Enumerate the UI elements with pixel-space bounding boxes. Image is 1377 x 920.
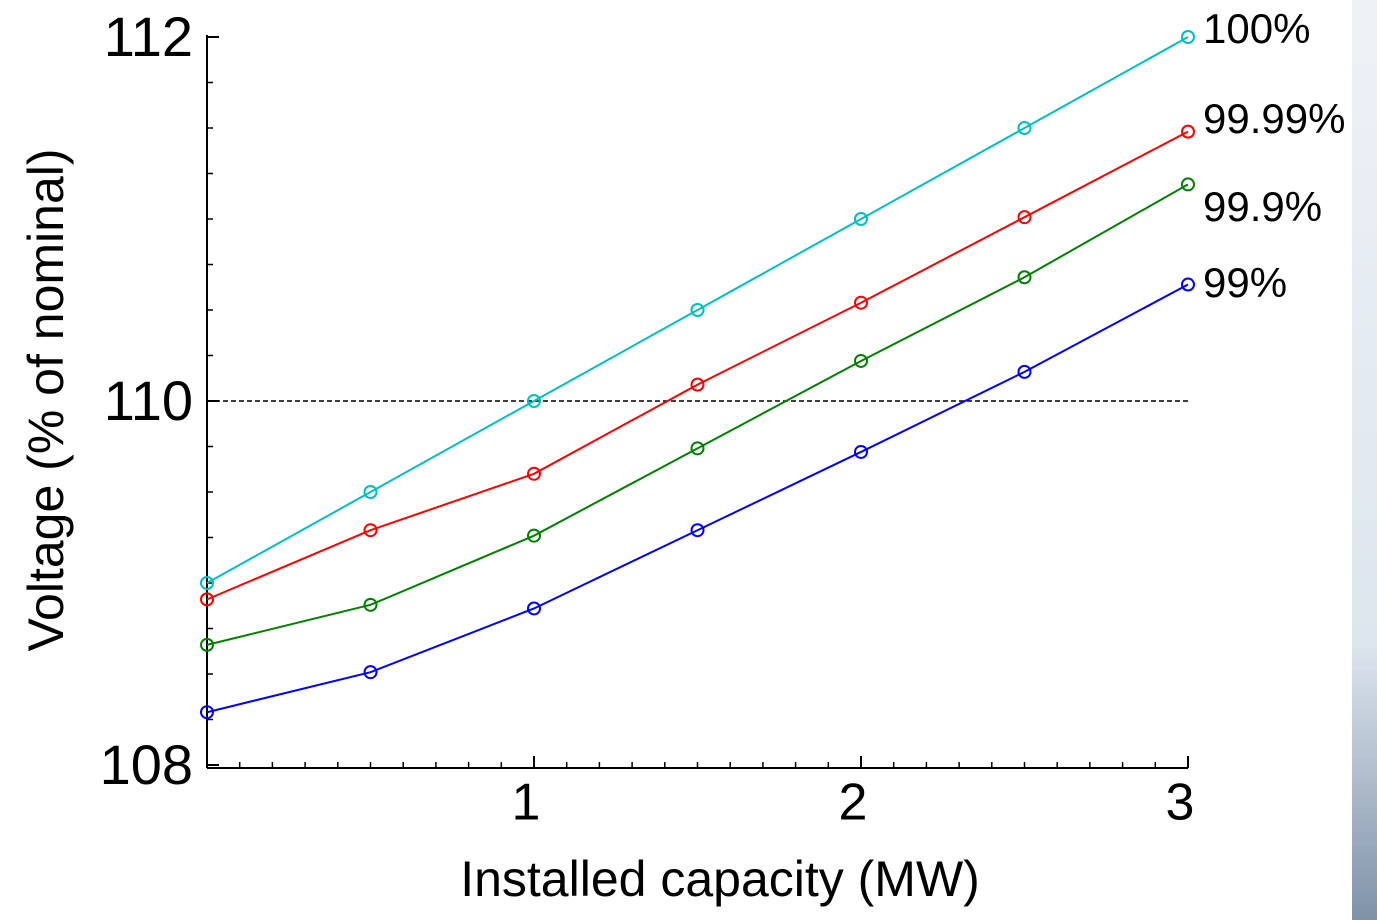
series-line [206,36,1189,584]
series-line [206,183,1189,646]
x-axis-label: Installed capacity (MW) [460,851,980,907]
data-point [200,592,214,607]
series-label: 99% [1203,259,1287,306]
x-tick-label: 1 [512,774,541,832]
y-tick-label: 108 [100,733,193,796]
data-point [1181,30,1195,44]
decoration [1352,0,1377,920]
data-point [1017,364,1032,379]
data-point [690,441,705,456]
y-axis-label: Voltage (% of nominal) [18,148,74,651]
data-point [690,523,705,538]
x-tick-label: 3 [1166,774,1195,832]
data-point [527,601,541,616]
data-point [854,295,868,310]
data-point [854,353,868,368]
y-tick-label: 110 [104,369,193,432]
data-point [1181,277,1195,292]
data-point [1017,121,1032,135]
data-point [363,597,378,612]
data-point [854,444,868,459]
data-point [363,665,378,680]
data-point [200,637,214,652]
y-tick-label: 112 [104,5,193,68]
series-label: 99.99% [1203,95,1345,142]
data-point [854,212,868,226]
series-label: 100% [1203,5,1310,52]
series-label: 99.9% [1203,183,1322,230]
data-point [690,303,705,317]
data-point [527,394,541,408]
data-point [1181,177,1195,192]
data-point [1017,270,1032,285]
data-point [363,485,378,499]
data-point [1181,124,1195,139]
data-point [363,523,378,538]
data-point [527,528,541,543]
series-line [206,283,1189,714]
data-point [1017,210,1032,225]
data-point [200,705,214,720]
data-point [690,377,705,392]
data-point [527,466,541,481]
series-line [206,130,1189,601]
data-point [200,576,214,590]
x-tick-label: 2 [839,774,868,832]
